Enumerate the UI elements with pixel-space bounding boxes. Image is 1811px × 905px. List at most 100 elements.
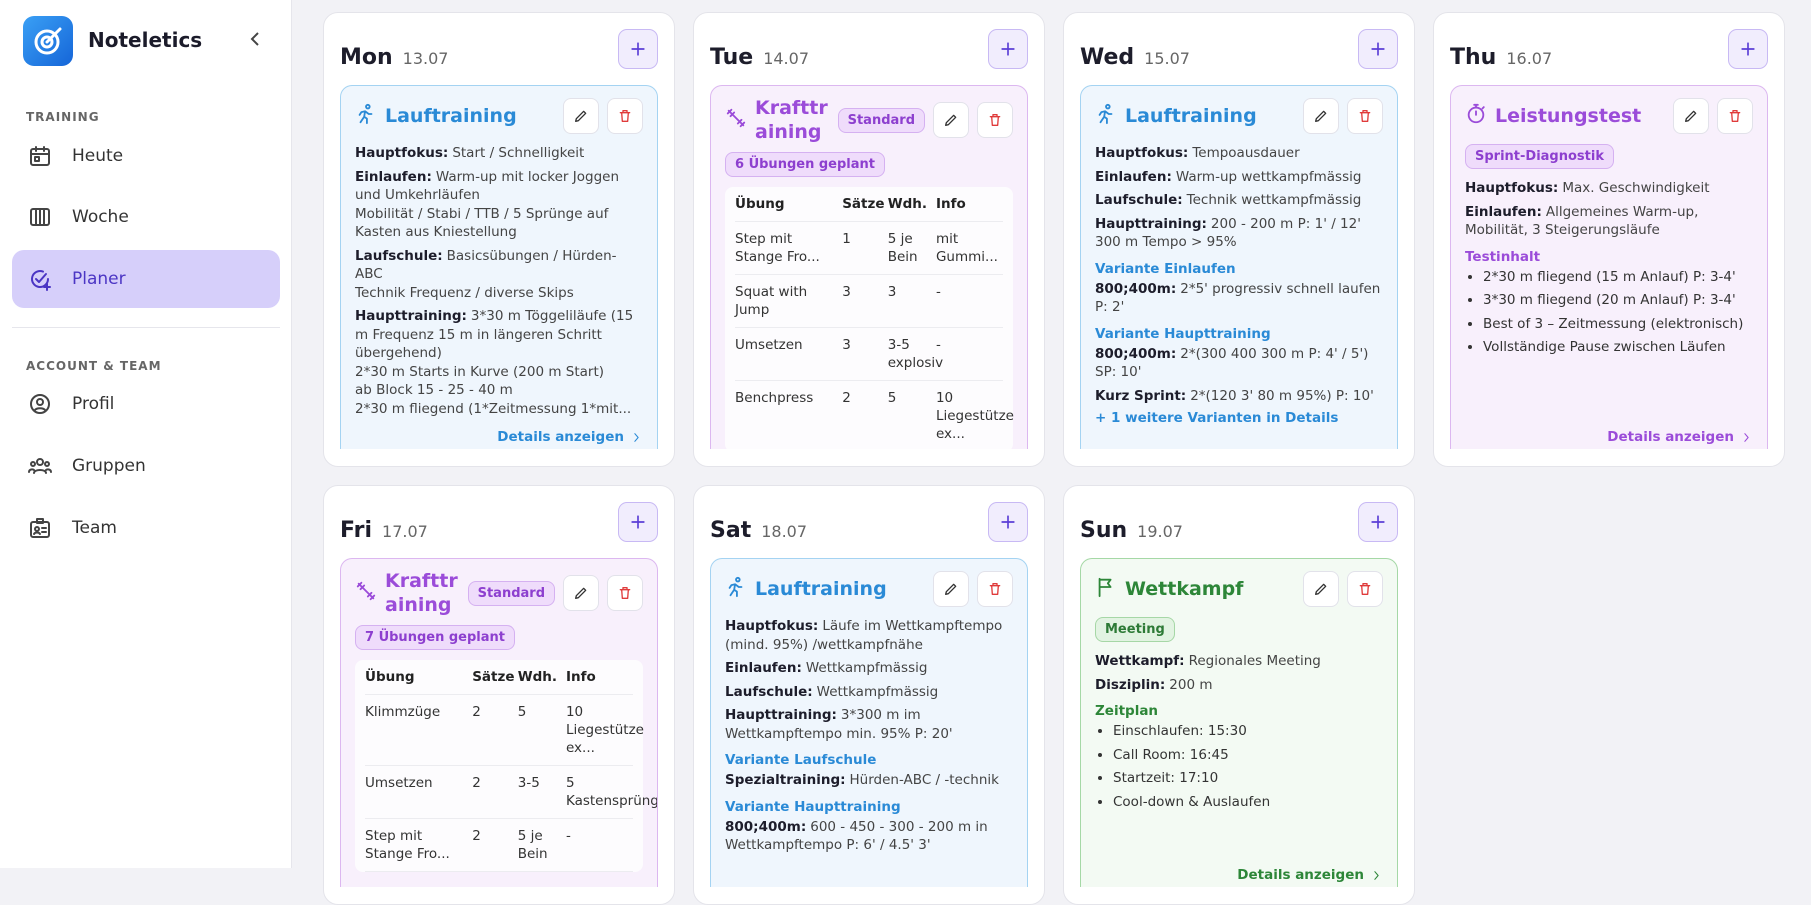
nav-label: Team [72, 518, 117, 538]
detail-line: Mobilität / Stabi / TTB / 5 Sprünge auf … [355, 205, 643, 242]
edit-button[interactable] [933, 571, 969, 607]
nav-item[interactable]: Woche [12, 188, 280, 246]
table-cell: 2 [472, 828, 481, 844]
detail-label: Einlaufen: [725, 660, 802, 676]
detail-text: Wettkampfmässig [816, 683, 939, 700]
nav-label: Gruppen [72, 456, 146, 476]
session-title: Wettkampf [1125, 578, 1244, 600]
day-card: Thu 16.07 Leistungstest Sprint-Diagnostik Ha… [1433, 12, 1785, 467]
session-icon [355, 103, 377, 129]
add-button[interactable] [988, 502, 1028, 542]
session-title: Krafttraining [755, 97, 828, 143]
detail-label: Wettkampf: [1095, 653, 1185, 669]
detail-line: 800;400m: 2*5' progressiv schnell laufen … [1095, 280, 1383, 317]
detail-text: Basicsübungen / Hürden-ABC [355, 247, 617, 283]
detail-text: 2*30 m fliegend (1*Zeitmessung 1*mit... [355, 400, 632, 417]
detail-label: 800;400m: [1095, 280, 1177, 297]
session-title: Leistungstest [1495, 105, 1642, 127]
more-link[interactable]: + 1 weitere Varianten in Details [1095, 410, 1339, 426]
add-button[interactable] [988, 29, 1028, 69]
add-button[interactable] [1728, 29, 1768, 69]
add-button[interactable] [618, 29, 658, 69]
add-button[interactable] [1358, 29, 1398, 69]
detail-label: 800;400m: [1095, 345, 1177, 362]
session-card: Lauftraining Hauptfokus: Läufe im Wettkamp… [710, 558, 1028, 887]
detail-label: Haupttraining: [725, 707, 837, 723]
day-name: Mon [340, 45, 393, 70]
day-card: Fri 17.07 Krafttraining Standard 7 Übungen g… [323, 485, 675, 905]
session-title: Krafttraining [385, 570, 458, 616]
session-card: Lauftraining Hauptfokus: Tempoausdauer Einl… [1080, 85, 1398, 449]
day-date: 15.07 [1144, 49, 1190, 68]
delete-button[interactable] [977, 102, 1013, 138]
table-cell: - [565, 828, 571, 844]
detail-text: 2*(300 400 300 m P: 4' / 5') SP: 10' [1095, 345, 1369, 381]
edit-button[interactable] [563, 575, 599, 611]
edit-button[interactable] [1673, 98, 1709, 134]
detail-label: Hauptfokus: [355, 145, 449, 161]
details-text: Details anzeigen [1237, 867, 1364, 883]
detail-label: Spezialtraining: [725, 772, 846, 788]
nav-item[interactable]: Gruppen [12, 437, 280, 495]
nav-item[interactable]: Planer [12, 250, 280, 308]
table-row: Benchpress 2 5 10 Liegestütze ex... [735, 381, 1014, 449]
detail-text: Start / Schnelligkeit [452, 145, 585, 161]
bullet: Best of 3 – Zeitmessung (elektronisch) [1483, 315, 1753, 334]
delete-button[interactable] [1347, 571, 1383, 607]
day-date: 17.07 [382, 522, 428, 541]
nav-item[interactable]: Profil [12, 375, 280, 433]
edit-button[interactable] [1303, 571, 1339, 607]
table-cell: 5 [517, 704, 527, 720]
detail-line: Hauptfokus: Max. Geschwindigkeit [1465, 179, 1753, 198]
table-cell: Benchpress [735, 390, 814, 406]
delete-button[interactable] [1347, 98, 1383, 134]
day-header: Sun 19.07 [1080, 518, 1183, 543]
table-row: Step mit Stange Fro... 1 5 je Bein mit Gumm… [735, 222, 1003, 275]
nav-label: Woche [72, 207, 129, 227]
nav-item[interactable]: Team [12, 499, 280, 557]
column-header: Wdh. [887, 196, 928, 212]
table-cell: Squat with Jump [735, 284, 808, 318]
details-link[interactable]: Details anzeigen [1577, 425, 1753, 449]
exercise-table: Übung Sätze Wdh. Info Klimmzüge 2 5 10 Liegestü… [355, 660, 657, 872]
badge-row: 6 Übungen geplant [725, 152, 1013, 177]
column-header: Wdh. [517, 669, 558, 685]
bullet-list: 2*30 m fliegend (15 m Anlauf) P: 3-4' 3*3… [1469, 268, 1753, 357]
table-cell: 10 Liegestütze ex... [565, 704, 644, 756]
badge-row: 7 Übungen geplant [355, 625, 643, 650]
brand: Noteletics [88, 28, 203, 52]
delete-button[interactable] [977, 571, 1013, 607]
edit-button[interactable] [563, 98, 599, 134]
bullet: 3*30 m fliegend (20 m Anlauf) P: 3-4' [1483, 291, 1753, 310]
delete-button[interactable] [1717, 98, 1753, 134]
collapse-button[interactable] [247, 30, 265, 48]
table-cell: Step mit Stange Fro... [735, 231, 820, 265]
add-button[interactable] [618, 502, 658, 542]
session-icon [725, 107, 747, 133]
section-heading: Variante Haupttraining [1095, 325, 1271, 342]
add-button[interactable] [1358, 502, 1398, 542]
table-header: Übung Sätze Wdh. Info [735, 187, 1003, 222]
session-card: Krafttraining Standard 7 Übungen geplant Üb… [340, 558, 658, 887]
details-link[interactable]: Details anzeigen [1207, 863, 1383, 887]
edit-button[interactable] [1303, 98, 1339, 134]
detail-line: Hauptfokus: Tempoausdauer [1095, 144, 1383, 163]
details-link[interactable]: Details anzeigen [467, 425, 643, 449]
detail-line: Spezialtraining: Hürden-ABC / -technik [725, 771, 1013, 790]
detail-line: 800;400m: 600 - 450 - 300 - 200 m in Wett… [725, 818, 1013, 855]
table-cell: 5 je Bein [517, 828, 548, 862]
detail-text: Läufe im Wettkampftempo (mind. 95%) /wet… [725, 618, 1003, 653]
table-row: Umsetzen 2 3-5 5 Kastensprünge [365, 766, 657, 819]
session-icon [1095, 103, 1117, 129]
nav-item[interactable]: Heute [12, 127, 280, 185]
edit-button[interactable] [933, 102, 969, 138]
delete-button[interactable] [607, 575, 643, 611]
detail-text: Tempoausdauer [1192, 145, 1300, 161]
bullet-list: Einschlaufen: 15:30 Call Room: 16:45 Start… [1099, 722, 1383, 811]
delete-button[interactable] [607, 98, 643, 134]
day-card: Mon 13.07 Lauftraining Hauptfokus: Start / S… [323, 12, 675, 467]
detail-label: Einlaufen: [355, 168, 432, 185]
detail-text: 200 m [1169, 676, 1213, 693]
day-header: Mon 13.07 [340, 45, 448, 70]
details-text: Details anzeigen [1607, 429, 1734, 445]
